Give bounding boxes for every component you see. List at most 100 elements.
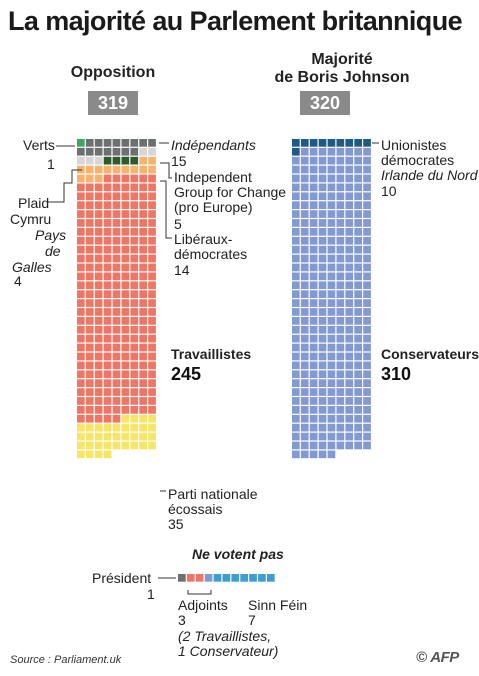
waffle-cell-conservative [309,290,318,298]
waffle-cell-conservative [354,254,362,263]
label-plaid-3: Pays [35,227,67,243]
waffle-cell-labour [94,201,103,209]
waffle-cell-independants [112,147,121,156]
waffle-cell-independants [121,147,130,156]
waffle-cell-dup [345,139,354,147]
waffle-cell-labour [94,210,103,218]
waffle-cell-labour [112,201,121,209]
waffle-cell-labour [103,192,112,201]
waffle-cell-labour [103,219,112,227]
waffle-cell-labour [121,299,130,307]
waffle-cell-sinnfein [249,574,257,582]
waffle-cell-labour [94,352,103,361]
waffle-cell-labour [103,263,112,272]
waffle-cell-conservative [363,299,371,307]
waffle-cell-labour [130,290,139,298]
waffle-cell-labour [121,406,130,414]
waffle-cell-labour [112,352,121,361]
waffle-cell-conservative [363,228,371,236]
waffle-cell-labour [130,254,139,263]
waffle-cell-conservative [327,272,336,281]
waffle-cell-independants [112,139,121,147]
waffle-cell-labour [130,361,139,370]
waffle-cell-labour [130,281,139,290]
waffle-cell-conservative [363,192,371,201]
waffle-cell-conservative [292,263,300,272]
label-snp-1: Parti nationale [168,486,258,502]
waffle-cell-labour [103,343,112,352]
waffle-cell-independants [130,139,139,147]
waffle-cell-conservative [354,414,362,423]
waffle-cell-conservative [300,183,309,192]
waffle-cell-conservative [363,272,371,281]
label-igc-3: (pro Europe) [174,199,253,215]
waffle-cell-conservative [327,334,336,343]
waffle-cell-conservative [345,228,354,236]
waffle-cell-labour [130,325,139,334]
waffle-cell-labour [148,245,156,254]
waffle-cell-conservative [327,343,336,352]
waffle-cell-labour [148,334,156,343]
waffle-cell-conservative [336,308,345,316]
waffle-cell-conservative [345,299,354,307]
waffle-cell-conservative [309,308,318,316]
waffle-cell-conservative [345,174,354,183]
waffle-cell-labour [112,370,121,379]
waffle-cell-libdem [121,165,130,174]
waffle-cell-conservative [309,361,318,370]
waffle-cell-conservative [363,432,371,441]
waffle-cell-conservative [292,165,300,174]
waffle-cell-labour [103,183,112,192]
waffle-cell-labour [85,334,94,343]
waffle-cell-labour [112,317,121,325]
waffle-cell-conservative [292,379,300,387]
waffle-cell-conservative [336,165,345,174]
waffle-cell-conservative [292,406,300,414]
waffle-cell-conservative [292,414,300,423]
waffle-cell-conservative [318,361,327,370]
waffle-cell-conservative [318,308,327,316]
waffle-cell-labour [103,406,112,414]
waffle-cell-conservative [363,183,371,192]
waffle-cell-conservative [300,174,309,183]
waffle-cell-labour [103,361,112,370]
waffle-cell-conservative [354,343,362,352]
waffle-cell-conservative [354,174,362,183]
waffle-cell-conservative [363,352,371,361]
waffle-cell-conservative [327,156,336,165]
waffle-cell-conservative [292,192,300,201]
waffle-cell-labour [130,272,139,281]
label-deputies-note-2: 1 Conservateur) [178,643,279,659]
waffle-cell-labour [130,236,139,245]
waffle-cell-conservative [363,281,371,290]
waffle-cell-labour [148,254,156,263]
waffle-cell-conservative [327,290,336,298]
waffle-cell-conservative [336,192,345,201]
waffle-cell-libdem [139,156,147,165]
waffle-cell-conservative [354,432,362,441]
waffle-cell-labour [148,370,156,379]
waffle-cell-labour [139,183,147,192]
waffle-cell-labour [130,228,139,236]
majority-heading-line1: Majorité [311,51,373,68]
waffle-cell-labour [85,263,94,272]
waffle-cell-conservative [300,299,309,307]
waffle-cell-conservative [354,165,362,174]
waffle-cell-labour [112,210,121,218]
waffle-cell-sinnfein [240,574,248,582]
waffle-cell-labour [130,308,139,316]
waffle-cell-conservative [318,441,327,450]
waffle-cell-conservative [354,210,362,218]
waffle-cell-conservative [309,219,318,227]
waffle-cell-conservative [327,388,336,396]
waffle-cell-labour [77,183,85,192]
waffle-cell-conservative [354,147,362,156]
waffle-cell-conservative [318,325,327,334]
waffle-cell-labour [85,201,94,209]
label-igc-2: Group for Change [174,184,287,200]
waffle-cell-labour [148,272,156,281]
waffle-cell-independants [139,139,147,147]
waffle-cell-igc [94,156,103,165]
waffle-cell-labour [121,343,130,352]
waffle-cell-conservative [309,299,318,307]
